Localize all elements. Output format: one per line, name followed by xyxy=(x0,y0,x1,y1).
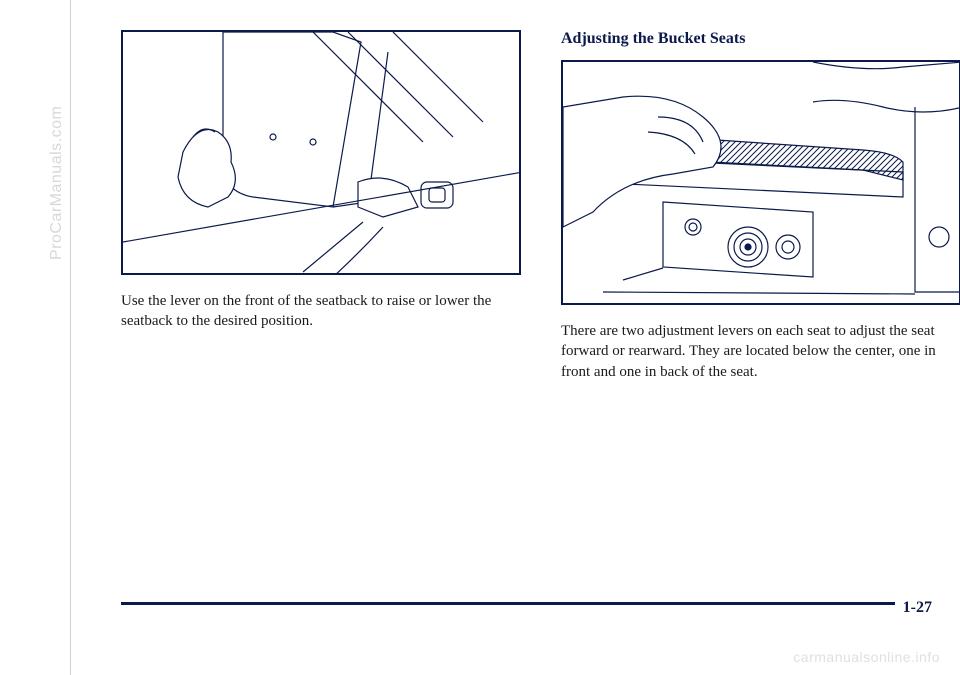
manual-page: Use the lever on the front of the seatba… xyxy=(70,0,950,675)
left-column: Use the lever on the front of the seatba… xyxy=(121,30,521,332)
page-number: 1-27 xyxy=(895,599,940,617)
right-column: Adjusting the Bucket Seats xyxy=(561,30,960,382)
figure-caption-right: There are two adjustment levers on each … xyxy=(561,321,960,382)
watermark-side: ProCarManuals.com xyxy=(48,106,66,260)
footer-rule xyxy=(121,602,940,605)
figure-bucket-seat-levers xyxy=(561,60,960,305)
section-heading: Adjusting the Bucket Seats xyxy=(561,30,960,48)
figure-seatback-lever xyxy=(121,30,521,275)
watermark-bottom: carmanualsonline.info xyxy=(793,649,940,665)
figure-caption-left: Use the lever on the front of the seatba… xyxy=(121,291,521,332)
